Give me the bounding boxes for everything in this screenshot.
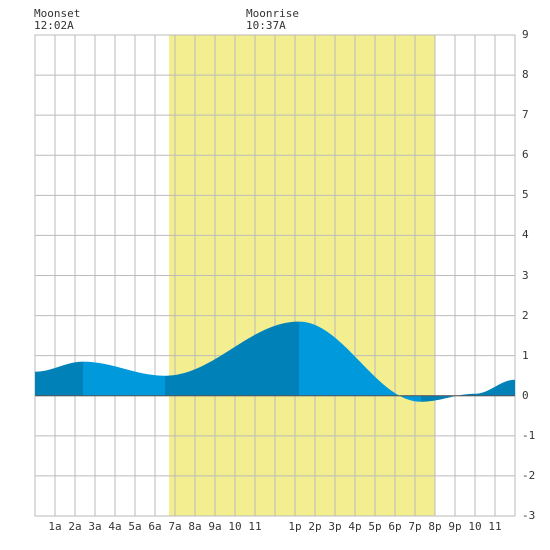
x-tick-label: 4a (108, 520, 122, 533)
x-tick-label: 11 (248, 520, 262, 533)
x-tick-label: 9p (448, 520, 462, 533)
x-tick-label: 3a (88, 520, 102, 533)
y-tick-label: 8 (522, 68, 529, 82)
x-tick-label: 2p (308, 520, 322, 533)
x-tick-label: 6a (148, 520, 162, 533)
x-tick-label: 3p (328, 520, 342, 533)
y-tick-label: 0 (522, 388, 529, 402)
y-tick-label: -3 (522, 509, 536, 522)
x-tick-label: 6p (388, 520, 402, 533)
x-tick-label: 8a (188, 520, 202, 533)
x-tick-label: 7p (408, 520, 422, 533)
x-tick-label: 10 (228, 520, 242, 533)
tide-area-segment (83, 361, 165, 396)
y-tick-label: -2 (522, 468, 536, 482)
x-tick-label: 10 (468, 520, 482, 533)
x-tick-label: 7a (168, 520, 182, 533)
moonrise-time: 10:37A (246, 19, 286, 32)
y-tick-label: 6 (522, 148, 529, 162)
x-tick-label: 5p (368, 520, 382, 533)
x-tick-label: 2a (68, 520, 82, 533)
y-tick-label: 7 (522, 108, 529, 122)
y-tick-label: 5 (522, 188, 529, 202)
plot-border (34, 34, 516, 517)
x-tick-label: 4p (348, 520, 362, 533)
x-tick-label: 5a (128, 520, 142, 533)
y-tick-label: 3 (522, 268, 529, 282)
x-tick-label: 8p (428, 520, 442, 533)
tide-area-segment (299, 321, 421, 402)
y-tick-label: 9 (522, 28, 529, 41)
x-tick-label: 9a (208, 520, 222, 533)
y-tick-label: 4 (522, 228, 529, 242)
x-tick-label: 1p (288, 520, 302, 533)
x-tick-label: 1a (48, 520, 62, 533)
moonset-label: Moonset (34, 7, 81, 20)
x-tick-label: 11 (488, 520, 502, 533)
tide-area-segment (35, 361, 83, 396)
y-tick-label: 1 (522, 348, 529, 362)
tide-area-segment (165, 321, 299, 396)
y-tick-label: 2 (522, 308, 529, 322)
y-tick-label: -1 (522, 428, 536, 442)
moonset-time: 12:02A (34, 19, 74, 32)
moonrise-label: Moonrise (246, 7, 299, 20)
